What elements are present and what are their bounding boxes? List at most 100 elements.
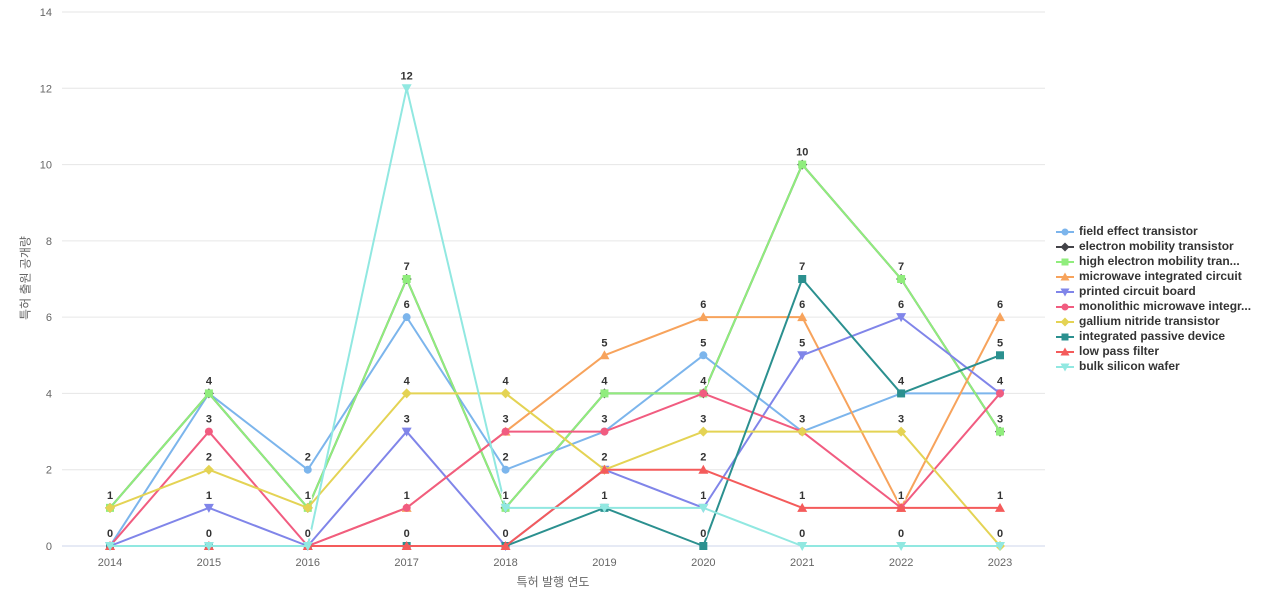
legend-label: high electron mobility tran...: [1079, 254, 1240, 268]
legend-item-gallium-nitride-transistor[interactable]: gallium nitride transistor: [1056, 314, 1251, 329]
data-label: 1: [601, 490, 607, 502]
legend: field effect transistor electron mobility…: [1056, 224, 1251, 374]
data-point: [699, 351, 708, 360]
data-label: 0: [107, 528, 113, 540]
data-label: 12: [401, 70, 413, 82]
data-label: 6: [997, 299, 1003, 311]
legend-item-electron-mobility-transistor[interactable]: electron mobility transistor: [1056, 239, 1251, 254]
data-label: 3: [799, 414, 805, 426]
data-label: 0: [997, 528, 1003, 540]
data-label: 10: [796, 147, 808, 159]
data-point: [302, 542, 313, 551]
data-label: 3: [601, 414, 607, 426]
data-label: 0: [107, 528, 113, 540]
circle-marker-icon: [1056, 228, 1074, 235]
data-label: 4: [601, 375, 608, 387]
series-electron-mobility-transistor[interactable]: [105, 159, 1005, 513]
data-point: [599, 350, 610, 360]
x-tick-label: 2017: [394, 557, 418, 569]
data-point: [996, 389, 1004, 398]
data-point: [500, 388, 511, 399]
data-label: 0: [107, 528, 113, 540]
data-label: 2: [502, 452, 508, 464]
legend-item-low-pass-filter[interactable]: low pass filter: [1056, 344, 1251, 359]
data-label: 1: [502, 490, 508, 502]
data-label: 1: [898, 490, 904, 502]
data-label: 0: [799, 528, 805, 540]
legend-item-field-effect-transistor[interactable]: field effect transistor: [1056, 224, 1251, 239]
legend-item-bulk-silicon-wafer[interactable]: bulk silicon wafer: [1056, 359, 1251, 374]
data-label: 3: [997, 414, 1003, 426]
data-label: 4: [206, 375, 213, 387]
data-point: [501, 465, 510, 474]
data-point: [204, 427, 213, 436]
legend-item-printed-circuit-board[interactable]: printed circuit board: [1056, 284, 1251, 299]
data-label: 1: [107, 490, 113, 502]
data-point: [501, 427, 510, 436]
data-label: 0: [502, 528, 508, 540]
data-label: 3: [206, 414, 212, 426]
legend-item-high-electron-mobility-tran[interactable]: high electron mobility tran...: [1056, 254, 1251, 269]
data-label: 0: [206, 528, 212, 540]
series-bulk-silicon-wafer[interactable]: [105, 84, 1005, 551]
data-label: 0: [206, 528, 212, 540]
data-point: [401, 541, 412, 550]
triangle-down-marker-icon: [1056, 363, 1074, 371]
data-label: 0: [700, 528, 706, 540]
series-high-electron-mobility-tran[interactable]: [106, 160, 1004, 512]
data-label: 3: [700, 414, 706, 426]
data-label: 4: [206, 375, 213, 387]
data-point: [699, 542, 708, 550]
data-label: 2: [601, 452, 607, 464]
data-label: 2: [601, 452, 607, 464]
legend-item-monolithic-microwave-integr[interactable]: monolithic microwave integr...: [1056, 299, 1251, 314]
legend-label: integrated passive device: [1079, 329, 1226, 343]
data-point: [896, 502, 907, 512]
data-point: [797, 351, 808, 361]
data-label: 7: [404, 261, 410, 273]
data-label: 6: [898, 299, 904, 311]
legend-item-integrated-passive-device[interactable]: integrated passive device: [1056, 329, 1251, 344]
x-tick-label: 2019: [592, 557, 616, 569]
data-point: [302, 502, 313, 513]
data-label: 1: [305, 490, 311, 502]
data-label: 7: [404, 261, 410, 273]
data-label: 0: [404, 528, 410, 540]
data-point: [402, 503, 411, 512]
data-label: 2: [601, 452, 607, 464]
x-tick-label: 2020: [691, 557, 715, 569]
legend-label: electron mobility transistor: [1079, 239, 1234, 253]
legend-item-microwave-integrated-circuit[interactable]: microwave integrated circuit: [1056, 269, 1251, 284]
data-point: [600, 427, 609, 436]
y-axis-title: 특허 출원 공개량: [18, 236, 33, 320]
legend-label: printed circuit board: [1079, 284, 1196, 298]
triangle-up-marker-icon: [1056, 347, 1074, 355]
square-marker-icon: [1056, 333, 1074, 340]
data-point: [995, 312, 1005, 322]
data-label: 0: [305, 528, 311, 540]
data-label: 6: [700, 299, 706, 311]
x-tick-label: 2021: [790, 557, 814, 569]
data-label: 1: [107, 490, 113, 502]
data-point: [600, 389, 609, 398]
data-label: 5: [601, 337, 607, 349]
data-label: 7: [898, 261, 904, 273]
data-label: 1: [898, 490, 904, 502]
data-label: 0: [404, 528, 410, 540]
data-point: [995, 502, 1005, 512]
data-point: [797, 312, 808, 322]
data-label: 4: [898, 375, 905, 387]
data-label: 4: [700, 375, 707, 387]
diamond-marker-icon: [1056, 317, 1074, 326]
data-label: 2: [305, 452, 311, 464]
data-label: 0: [305, 528, 311, 540]
data-label: 5: [799, 337, 805, 349]
data-label: 3: [898, 414, 904, 426]
data-label: 1: [997, 490, 1003, 502]
data-label: 1: [305, 490, 311, 502]
x-axis-title: 특허 발행 연도: [516, 575, 590, 589]
data-label: 0: [206, 528, 212, 540]
series-gallium-nitride-transistor[interactable]: [105, 388, 1005, 551]
y-tick-label: 12: [40, 83, 52, 95]
data-point: [897, 389, 906, 398]
